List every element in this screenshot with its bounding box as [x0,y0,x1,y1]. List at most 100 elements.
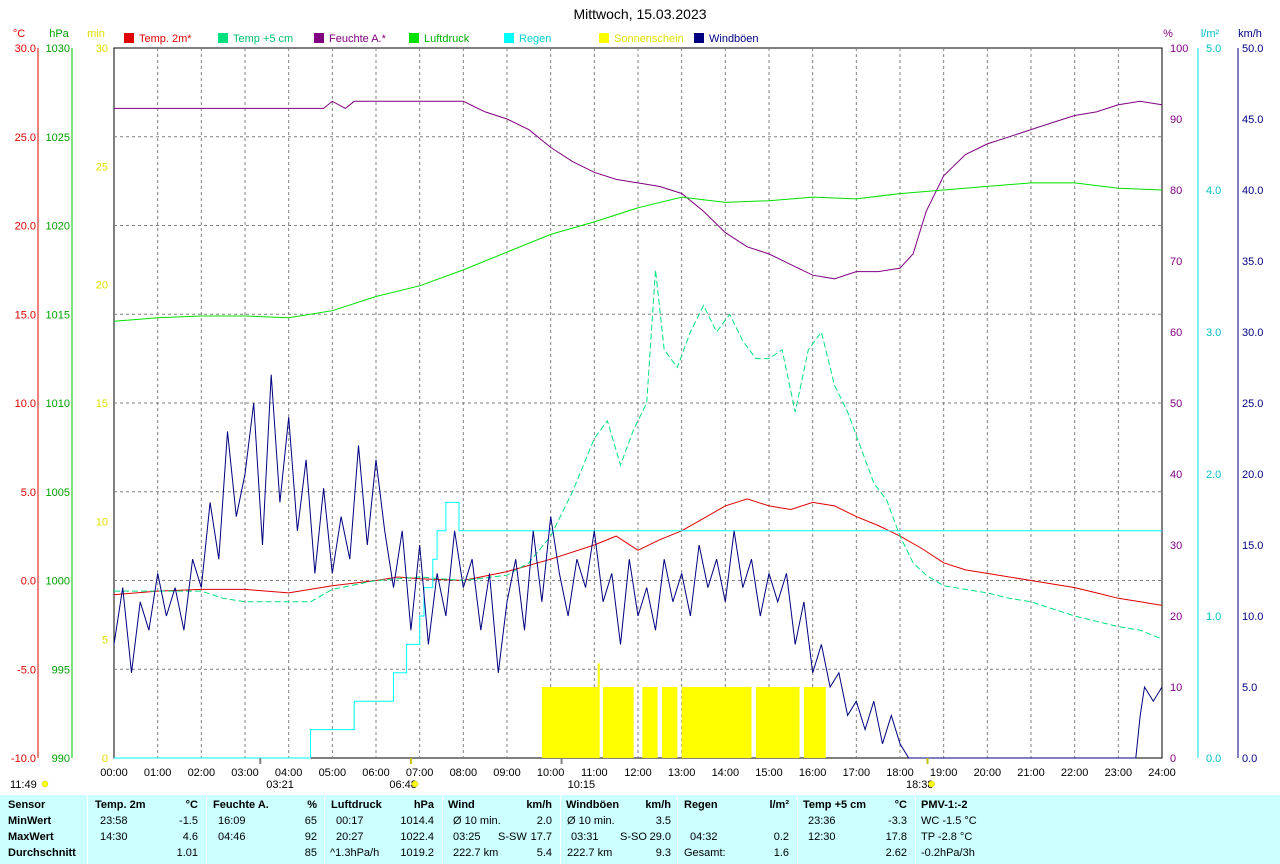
x-tick-label: 05:00 [319,767,347,779]
stats-max-value: 17.8 [885,831,907,843]
humidity-tick-label: 20 [1170,611,1182,623]
sunshine-bar [603,687,634,758]
stats-min-value: 1014.4 [400,815,434,827]
label-max: MaxWert [8,831,54,843]
x-tick-label: 19:00 [930,767,958,779]
rain-tick-label: 5.0 [1206,43,1221,55]
humidity-axis-unit: % [1163,28,1173,40]
stats-separator [324,795,325,864]
stats-min-time: Ø 10 min. [567,815,615,827]
temp-tick-label: 20.0 [15,221,36,233]
stats-unit: °C [894,799,907,811]
stats-row-labels: Sensor MinWert MaxWert Durchschnitt [0,795,87,864]
marker-label-sunset: 18:38 [906,779,934,791]
sunshine-tick-label: 5 [102,635,108,647]
temp-tick-label: 25.0 [15,132,36,144]
humidity-tick-label: 40 [1170,469,1182,481]
wind-tick-label: 30.0 [1242,327,1263,339]
stats-pmv-min: WC -1.5 °C [921,815,977,827]
sunshine-axis-unit: min [87,28,105,40]
label-min: MinWert [8,815,52,827]
sunshine-tick-label: 20 [96,280,108,292]
sunshine-bar [662,687,678,758]
series-line-windboeen [113,374,1163,759]
stats-pmv-avg: -0.2hPa/3h [921,847,975,859]
stats-avg-value: 1019.2 [400,847,434,859]
wind-axis-unit: km/h [1238,28,1262,40]
x-tick-label: 22:00 [1061,767,1089,779]
x-tick-label: 18:00 [886,767,914,779]
stats-min-value: -3.3 [888,815,907,827]
series-line-temp5cm [114,269,1163,640]
stats-separator [442,795,443,864]
stats-trend: ^1.3hPa/h [330,847,380,859]
label-sensor: Sensor [8,799,46,811]
stats-col-regen: Regen l/m² 04:32 0.2 Gesamt: 1.6 [678,795,797,864]
x-tick-label: 24:00 [1148,767,1176,779]
stats-max-value: 92 [304,831,317,843]
series-line-regen [114,501,1162,759]
stats-max-value: 17.7 [530,831,552,843]
marker-label-max_wind: 10:15 [568,779,596,791]
stats-total-label: Gesamt: [684,847,726,859]
stats-title: PMV-1:-2 [921,799,968,811]
statistics-panel: Sensor MinWert MaxWert Durchschnitt Temp… [0,795,1280,864]
stats-title: Regen [684,799,718,811]
stats-col-pmv: PMV-1:-2 WC -1.5 °C TP -2.8 °C -0.2hPa/3… [916,795,1116,864]
humidity-tick-label: 90 [1170,114,1182,126]
legend-label-sonnenschein: Sonnenschein [614,33,684,45]
temp-tick-label: 15.0 [15,309,36,321]
legend-label-feuchte: Feuchte A.* [329,33,387,45]
stats-unit: % [307,799,317,811]
stats-min-time: Ø 10 min. [453,815,501,827]
humidity-tick-label: 10 [1170,682,1182,694]
stats-max-time: 12:30 [808,831,836,843]
legend-entry-luftdruck: Luftdruck [409,33,470,45]
stats-avg-value: 1.01 [176,847,198,859]
temp-axis-unit: °C [13,28,25,40]
wind-tick-label: 20.0 [1242,469,1263,481]
legend-label-regen: Regen [519,33,551,45]
stats-max-time: 20:27 [336,831,364,843]
x-tick-label: 00:00 [100,767,128,779]
series-line-luftdruck [113,182,1163,322]
legend-entry-regen: Regen [504,33,551,45]
wind-tick-label: 50.0 [1242,43,1263,55]
stats-distance: 222.7 km [453,847,499,859]
x-tick-label: 02:00 [188,767,216,779]
x-tick-label: 07:00 [406,767,434,779]
x-tick-label: 03:00 [231,767,259,779]
legend-label-luftdruck: Luftdruck [424,33,470,45]
pressure-tick-label: 1030 [46,43,70,55]
stats-max-value: 1022.4 [400,831,434,843]
stats-max-value: 0.2 [773,831,789,843]
stats-unit: °C [185,799,198,811]
legend-entry-sonnenschein: Sonnenschein [599,33,684,45]
stats-separator [87,795,88,864]
pressure-tick-label: 1020 [46,221,70,233]
stats-title: Wind [448,799,475,811]
legend-entry-temp5cm: Temp +5 cm [218,33,293,45]
now-time-label: 11:49 [10,779,37,791]
humidity-tick-label: 80 [1170,185,1182,197]
series-line-humidity [114,100,1163,280]
stats-pmv-max: TP -2.8 °C [921,831,973,843]
humidity-tick-label: 50 [1170,398,1182,410]
now-sun-icon [41,780,49,788]
stats-min-time: 23:58 [100,815,128,827]
x-tick-label: 21:00 [1017,767,1045,779]
sunshine-bar [541,687,599,758]
stats-separator [677,795,678,864]
pressure-tick-label: 1000 [46,576,70,588]
x-tick-label: 13:00 [668,767,696,779]
x-tick-label: 08:00 [450,767,478,779]
pressure-tick-label: 995 [52,664,70,676]
stats-separator [915,795,916,864]
stats-unit: km/h [645,799,671,811]
legend-label-temp2m: Temp. 2m* [139,33,192,45]
stats-min-time: 16:09 [218,815,246,827]
stats-max-value: 29.0 [649,831,671,843]
legend: Temp. 2m* Temp +5 cm Feuchte A.* Luftdru… [124,33,759,45]
x-tick-label: 12:00 [624,767,652,779]
x-tick-label: 17:00 [843,767,871,779]
